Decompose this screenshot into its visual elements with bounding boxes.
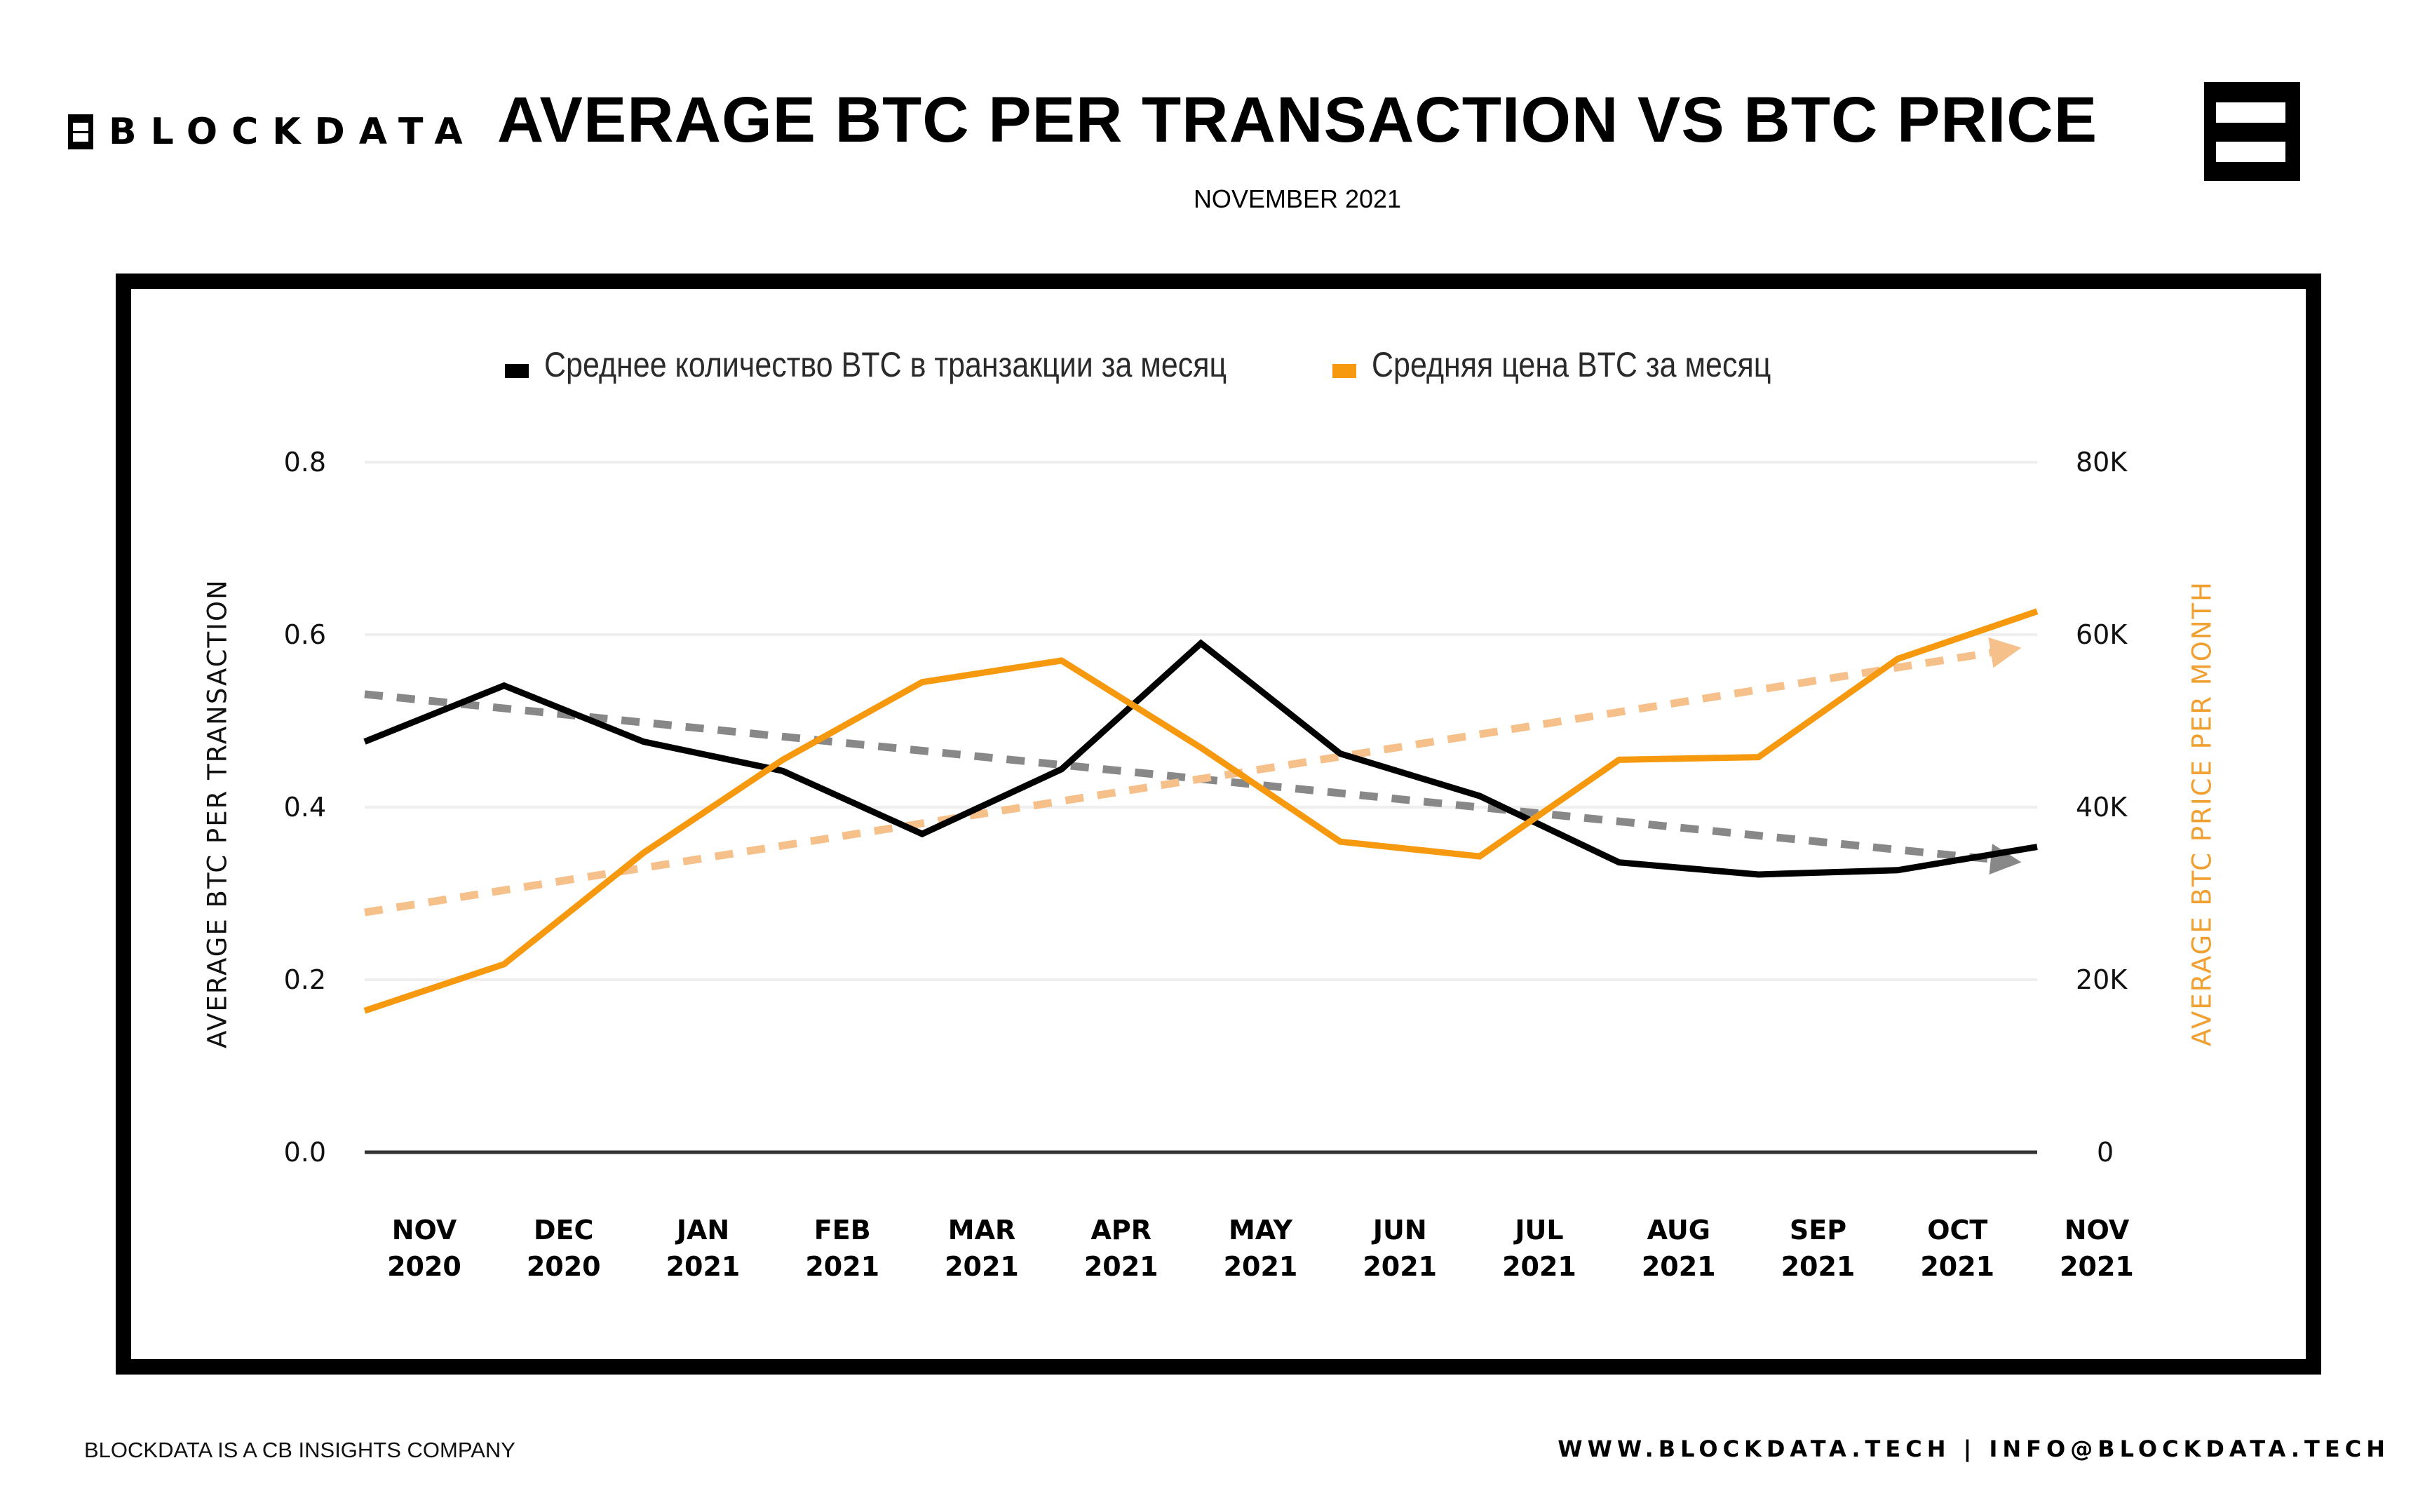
x-tick-month: NOV <box>391 1215 457 1246</box>
x-tick-year: 2021 <box>1920 1251 1995 1282</box>
footer-contact: WWW.BLOCKDATA.TECH | INFO@BLOCKDATA.TECH <box>1558 1436 2390 1462</box>
legend-item-btc-per-tx: Среднее количество BTC в транзакции за м… <box>505 344 1338 385</box>
x-tick-label: SEP 2021 <box>1755 1212 1882 1285</box>
x-tick-label: MAR 2021 <box>919 1212 1045 1285</box>
x-tick-label: DEC 2020 <box>501 1212 627 1285</box>
series-line-btc-price <box>363 608 2039 1014</box>
x-tick-year: 2021 <box>2060 1251 2134 1282</box>
x-tick-month: MAY <box>1228 1215 1293 1246</box>
y-left-tick-label: 0.8 <box>283 447 326 478</box>
x-tick-month: FEB <box>813 1215 871 1246</box>
legend-label: Средняя цена BTC за месяц <box>1372 345 1771 384</box>
x-tick-label: APR 2021 <box>1058 1212 1184 1285</box>
brand-mark-icon <box>68 114 93 149</box>
x-tick-year: 2021 <box>805 1251 880 1282</box>
x-tick-month: JUN <box>1372 1215 1427 1246</box>
trendline-btc-price <box>364 637 2022 917</box>
x-tick-month: JAN <box>676 1215 730 1246</box>
x-tick-month: JUL <box>1515 1215 1564 1246</box>
x-tick-year: 2021 <box>666 1251 741 1282</box>
chart-subtitle: NOVEMBER 2021 <box>1193 184 1402 213</box>
y-left-tick-label: 0.0 <box>283 1137 326 1168</box>
chart-frame <box>116 274 2321 1375</box>
y-left-tick-label: 0.6 <box>283 619 326 650</box>
x-tick-label: FEB 2021 <box>779 1212 905 1285</box>
y-left-tick-label: 0.4 <box>283 792 326 823</box>
x-tick-year: 2021 <box>1083 1251 1158 1282</box>
x-tick-label: JUL 2021 <box>1476 1212 1602 1285</box>
x-tick-year: 2021 <box>1641 1251 1716 1282</box>
x-tick-label: NOV 2020 <box>361 1212 487 1285</box>
x-tick-year: 2021 <box>1781 1251 1856 1282</box>
x-tick-label: OCT 2021 <box>1894 1212 2020 1285</box>
x-tick-label: NOV 2021 <box>2034 1212 2160 1285</box>
y-right-tick-label: 0 <box>2097 1137 2114 1168</box>
x-tick-year: 2020 <box>526 1251 601 1282</box>
legend-swatch-black <box>505 364 529 378</box>
brand-logo: BLOCKDATA <box>68 112 477 151</box>
trendline-btc-per-tx <box>364 690 2022 875</box>
x-tick-month: AUG <box>1647 1215 1710 1246</box>
x-tick-month: APR <box>1090 1215 1152 1246</box>
x-tick-label: MAY 2021 <box>1198 1212 1324 1285</box>
y-right-tick-label: 60K <box>2076 619 2128 650</box>
x-tick-label: AUG 2021 <box>1616 1212 1742 1285</box>
x-tick-month: NOV <box>2064 1215 2130 1246</box>
legend-item-btc-price: Средняя цена BTC за месяц <box>1332 344 1836 385</box>
x-tick-month: DEC <box>534 1215 594 1246</box>
x-tick-month: MAR <box>947 1215 1016 1246</box>
x-tick-year: 2021 <box>1502 1251 1576 1282</box>
x-tick-year: 2021 <box>1223 1251 1298 1282</box>
x-tick-label: JAN 2021 <box>640 1212 766 1285</box>
legend: Среднее количество BTC в транзакции за м… <box>505 340 1338 389</box>
logo-bar-bottom <box>2216 142 2285 162</box>
logo-bar-top <box>2216 102 2285 123</box>
x-tick-label: JUN 2021 <box>1337 1212 1463 1285</box>
footer-company-note: BLOCKDATA IS A CB INSIGHTS COMPANY <box>84 1438 515 1462</box>
legend-2: Средняя цена BTC за месяц <box>1332 340 1836 389</box>
brand-name: BLOCKDATA <box>109 111 477 153</box>
y-right-tick-label: 80K <box>2076 447 2128 478</box>
x-tick-month: SEP <box>1789 1215 1847 1246</box>
x-tick-year: 2021 <box>1363 1251 1438 1282</box>
y-left-tick-label: 0.2 <box>283 964 326 995</box>
chart-title: AVERAGE BTC PER TRANSACTION VS BTC PRICE <box>496 84 2098 156</box>
legend-label: Среднее количество BTC в транзакции за м… <box>544 345 1227 384</box>
x-tick-month: OCT <box>1927 1215 1988 1246</box>
legend-swatch-orange <box>1332 364 1356 378</box>
y-right-tick-label: 20K <box>2076 964 2128 995</box>
y-right-tick-label: 40K <box>2076 792 2128 823</box>
x-tick-year: 2021 <box>945 1251 1019 1282</box>
x-tick-year: 2020 <box>387 1251 461 1282</box>
blockdata-logo-icon <box>2204 82 2300 181</box>
